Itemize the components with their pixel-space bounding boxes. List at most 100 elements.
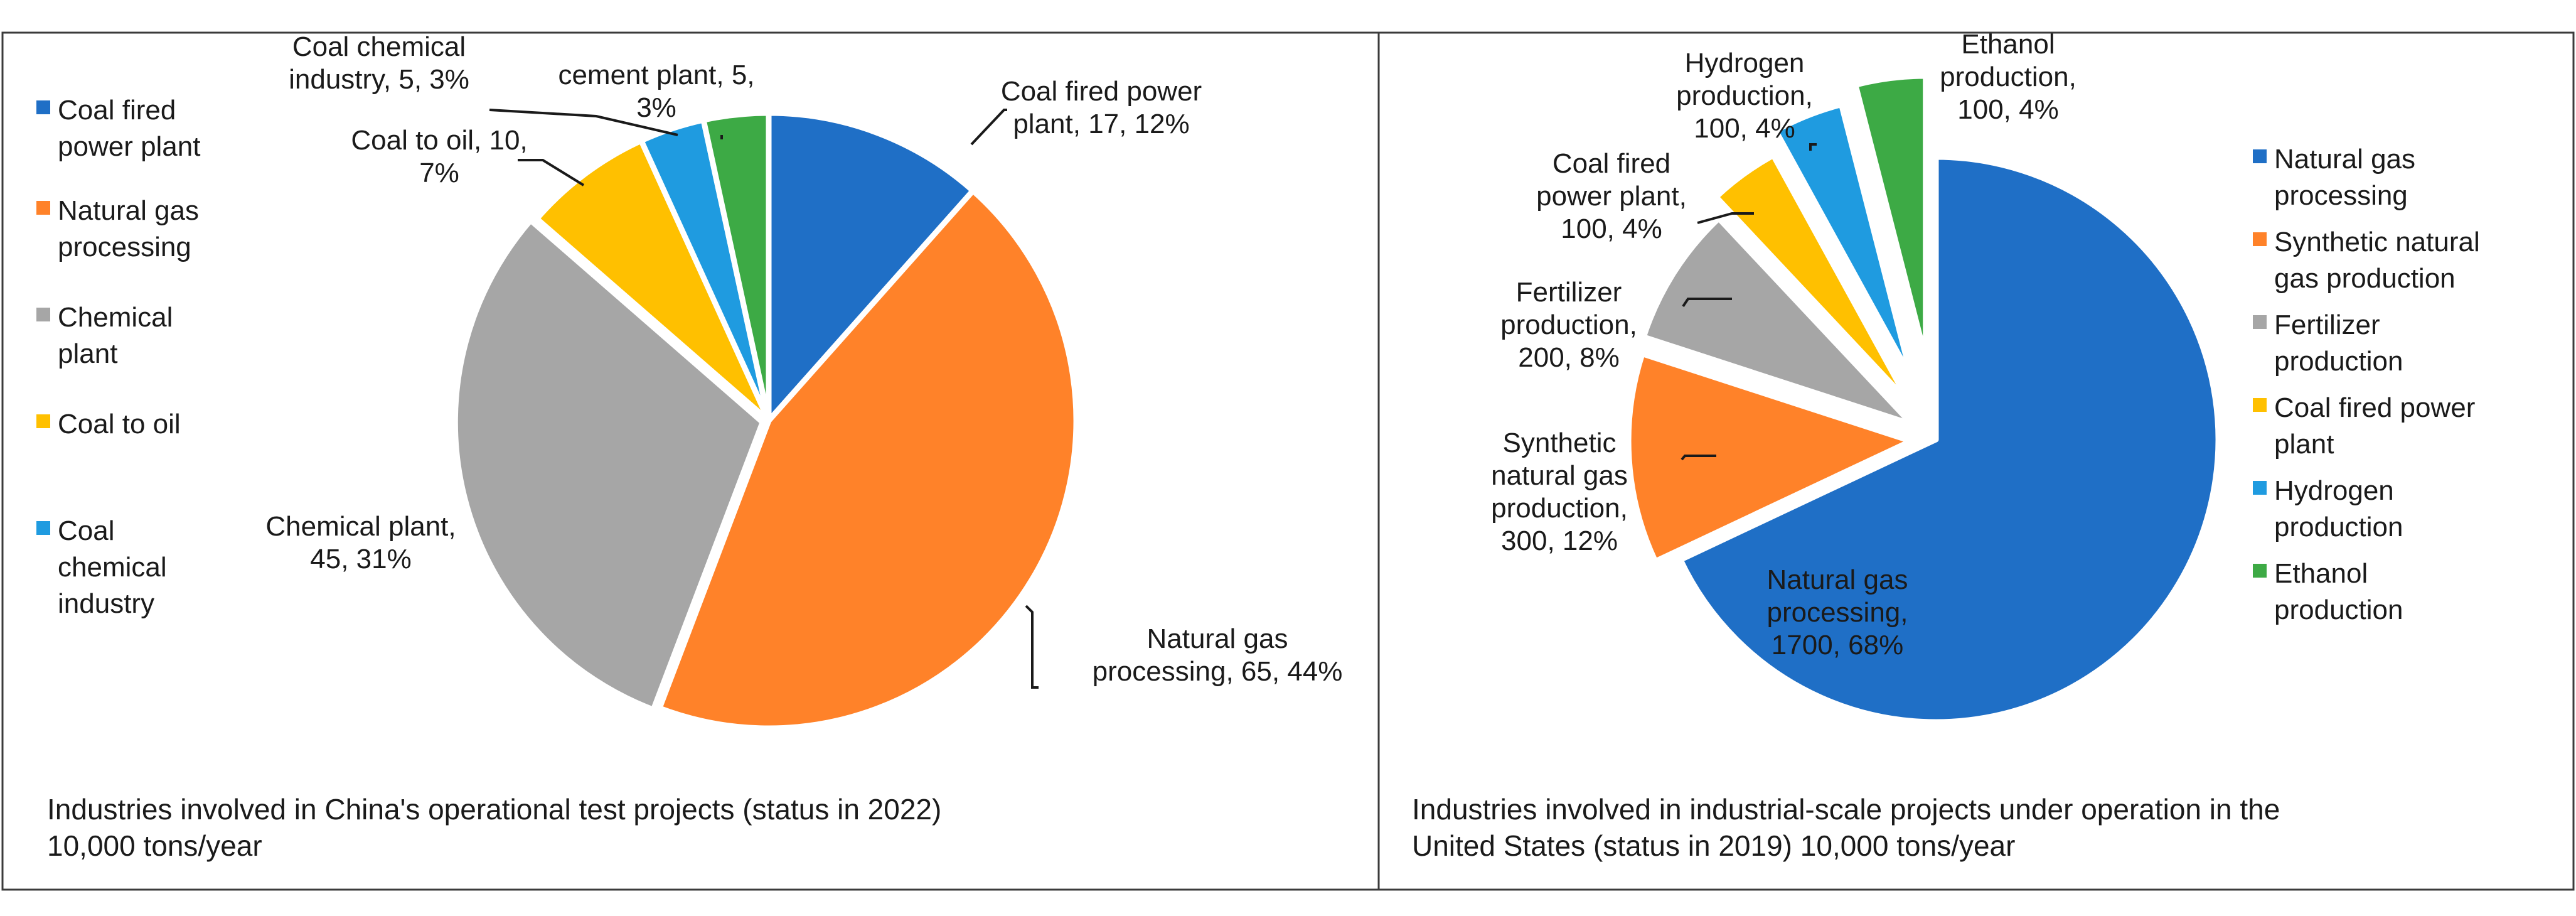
china-pie-chart: Coal fired power plant, 17, 12% Natural ga… <box>36 31 1342 862</box>
legend-label-line: Ethanol <box>2274 558 2368 589</box>
legend-label: Natural gas processing <box>2274 144 2415 211</box>
legend-label-line: industry <box>58 588 154 619</box>
legend-label-line: chemical <box>58 552 167 583</box>
leader-line-fertilizer-production <box>1682 298 1732 308</box>
legend-swatch <box>2253 149 2267 163</box>
chart-caption: Industries involved in industrial-scale … <box>1412 793 2280 862</box>
data-label-coal-chemical-industry: Coal chemical industry, 5, 3% <box>289 31 469 95</box>
legend-swatch <box>2253 564 2267 578</box>
data-label-coal-fired-power-plant-line: Coal fired power <box>1001 76 1202 107</box>
data-label-ethanol-production-line: 100, 4% <box>1957 94 2058 125</box>
data-label-coal-fired-power-plant: Coal fired power plant, 100, 4% <box>1536 148 1687 244</box>
legend-label-line: power plant <box>58 131 200 162</box>
legend-label-line: Coal fired <box>58 95 176 126</box>
data-label-coal-to-oil-line: 7% <box>419 158 459 188</box>
chart-caption-line: Industries involved in industrial-scale … <box>1412 793 2280 826</box>
data-label-cement-plant: cement plant, 5, 3% <box>558 60 754 123</box>
pie-slice-ethanol-production <box>1852 73 1929 362</box>
chart-caption-line: Industries involved in China's operation… <box>47 793 941 826</box>
legend-swatch <box>36 100 50 114</box>
legend-label: Coal fired power plant <box>2274 392 2475 460</box>
data-label-ethanol-production: Ethanol production, 100, 4% <box>1940 29 2076 125</box>
data-label-hydrogen-production-line: Hydrogen <box>1685 48 1805 78</box>
legend-swatch <box>2253 398 2267 412</box>
legend-label-line: gas production <box>2274 263 2456 294</box>
us-pie-chart: Natural gas processing, 1700, 68% Synthetic… <box>1412 29 2480 862</box>
pie-slice-hydrogen-production <box>1773 102 1915 381</box>
pie-slice-coal-fired-power-plant <box>766 110 976 424</box>
data-label-synthetic-natural-gas-production-line: Synthetic <box>1503 428 1617 458</box>
leader-line-coal-fired-power-plant <box>1697 212 1754 224</box>
legend-label: Ethanol production <box>2274 558 2403 625</box>
chart-caption-line: United States (status in 2019) 10,000 to… <box>1412 829 2015 862</box>
data-label-coal-fired-power-plant-line: Coal fired <box>1553 148 1670 179</box>
data-label-natural-gas-processing-line: 1700, 68% <box>1772 630 1903 660</box>
pie-slice-coal-fired-power-plant <box>1713 152 1913 406</box>
legend-swatch <box>36 308 50 321</box>
legend-swatch <box>36 521 50 535</box>
leader-line-synthetic-natural-gas-production <box>1681 455 1716 461</box>
data-label-cement-plant-line: cement plant, 5, <box>558 60 754 90</box>
legend-swatch <box>36 201 50 215</box>
legend-label-line: Fertilizer <box>2274 310 2380 340</box>
data-label-coal-fired-power-plant: Coal fired power plant, 17, 12% <box>1001 76 1202 139</box>
chart-caption: Industries involved in China's operation… <box>47 793 941 862</box>
data-label-coal-fired-power-plant-line: 100, 4% <box>1561 213 1662 244</box>
data-label-natural-gas-processing-line: Natural gas <box>1146 623 1288 654</box>
pie-slice-synthetic-natural-gas-production <box>1625 350 1914 564</box>
data-label-hydrogen-production-line: production, <box>1676 80 1813 111</box>
legend-label-line: processing <box>58 232 191 262</box>
legend-label-line: production <box>2274 595 2403 625</box>
legend-swatch <box>2253 315 2267 329</box>
data-label-chemical-plant-line: 45, 31% <box>310 544 411 574</box>
data-label-ethanol-production-line: production, <box>1940 62 2076 92</box>
legend-label-line: Natural gas <box>2274 144 2415 175</box>
data-label-hydrogen-production: Hydrogen production, 100, 4% <box>1676 48 1813 144</box>
legend-swatch <box>36 414 50 428</box>
data-label-synthetic-natural-gas-production-line: production, <box>1491 493 1628 524</box>
data-label-natural-gas-processing-line: processing, 65, 44% <box>1093 656 1343 687</box>
data-label-coal-to-oil: Coal to oil, 10, 7% <box>351 125 527 188</box>
leader-line-natural-gas-processing <box>1025 605 1039 689</box>
legend-label-line: Hydrogen <box>2274 475 2394 506</box>
legend-label-line: Coal <box>58 515 115 546</box>
data-label-fertilizer-production-line: production, <box>1500 310 1637 340</box>
data-label-coal-chemical-industry-line: Coal chemical <box>292 31 466 62</box>
pie-slice-fertilizer-production <box>1640 215 1915 428</box>
data-label-natural-gas-processing: Natural gas processing, 1700, 68% <box>1766 564 1908 660</box>
legend-label-line: production <box>2274 346 2403 377</box>
leader-line-coal-to-oil <box>518 159 585 186</box>
data-label-cement-plant-line: 3% <box>636 92 676 123</box>
legend-swatch <box>2253 481 2267 495</box>
legend-label: Coal to oil <box>58 409 181 439</box>
chart-caption-line: 10,000 tons/year <box>47 829 262 862</box>
data-label-hydrogen-production-line: 100, 4% <box>1694 113 1795 144</box>
data-label-ethanol-production-line: Ethanol <box>1961 29 2055 60</box>
data-label-natural-gas-processing-line: Natural gas <box>1766 564 1908 595</box>
legend-label-line: plant <box>58 338 117 369</box>
legend-label-line: Coal to oil <box>58 409 181 439</box>
data-label-fertilizer-production: Fertilizer production, 200, 8% <box>1500 277 1637 373</box>
legend-label-line: processing <box>2274 180 2408 211</box>
legend-label-line: Natural gas <box>58 195 199 226</box>
data-label-natural-gas-processing: Natural gas processing, 65, 44% <box>1093 623 1343 687</box>
legend-label-line: production <box>2274 512 2403 542</box>
legend-label: Coal chemical industry <box>58 515 167 619</box>
data-label-synthetic-natural-gas-production-line: natural gas <box>1491 460 1628 491</box>
leader-line-coal-chemical-industry <box>489 109 678 136</box>
leader-line-hydrogen-production <box>1809 143 1817 151</box>
legend-label-line: plant <box>2274 429 2334 460</box>
data-label-synthetic-natural-gas-production-line: 300, 12% <box>1501 525 1618 556</box>
data-label-coal-chemical-industry-line: industry, 5, 3% <box>289 64 469 95</box>
data-label-fertilizer-production-line: 200, 8% <box>1518 342 1619 373</box>
legend-label: Fertilizer production <box>2274 310 2403 377</box>
pie-slice-natural-gas-processing <box>656 188 1079 731</box>
data-label-coal-fired-power-plant-line: plant, 17, 12% <box>1013 109 1189 139</box>
data-label-synthetic-natural-gas-production: Synthetic natural gas production, 300, 12% <box>1491 428 1628 556</box>
legend-label: Hydrogen production <box>2274 475 2403 542</box>
pie-slice-natural-gas-processing <box>1677 154 2221 725</box>
data-label-coal-to-oil-line: Coal to oil, 10, <box>351 125 527 156</box>
data-label-chemical-plant-line: Chemical plant, <box>265 511 456 542</box>
legend-label-line: Synthetic natural <box>2274 227 2480 257</box>
